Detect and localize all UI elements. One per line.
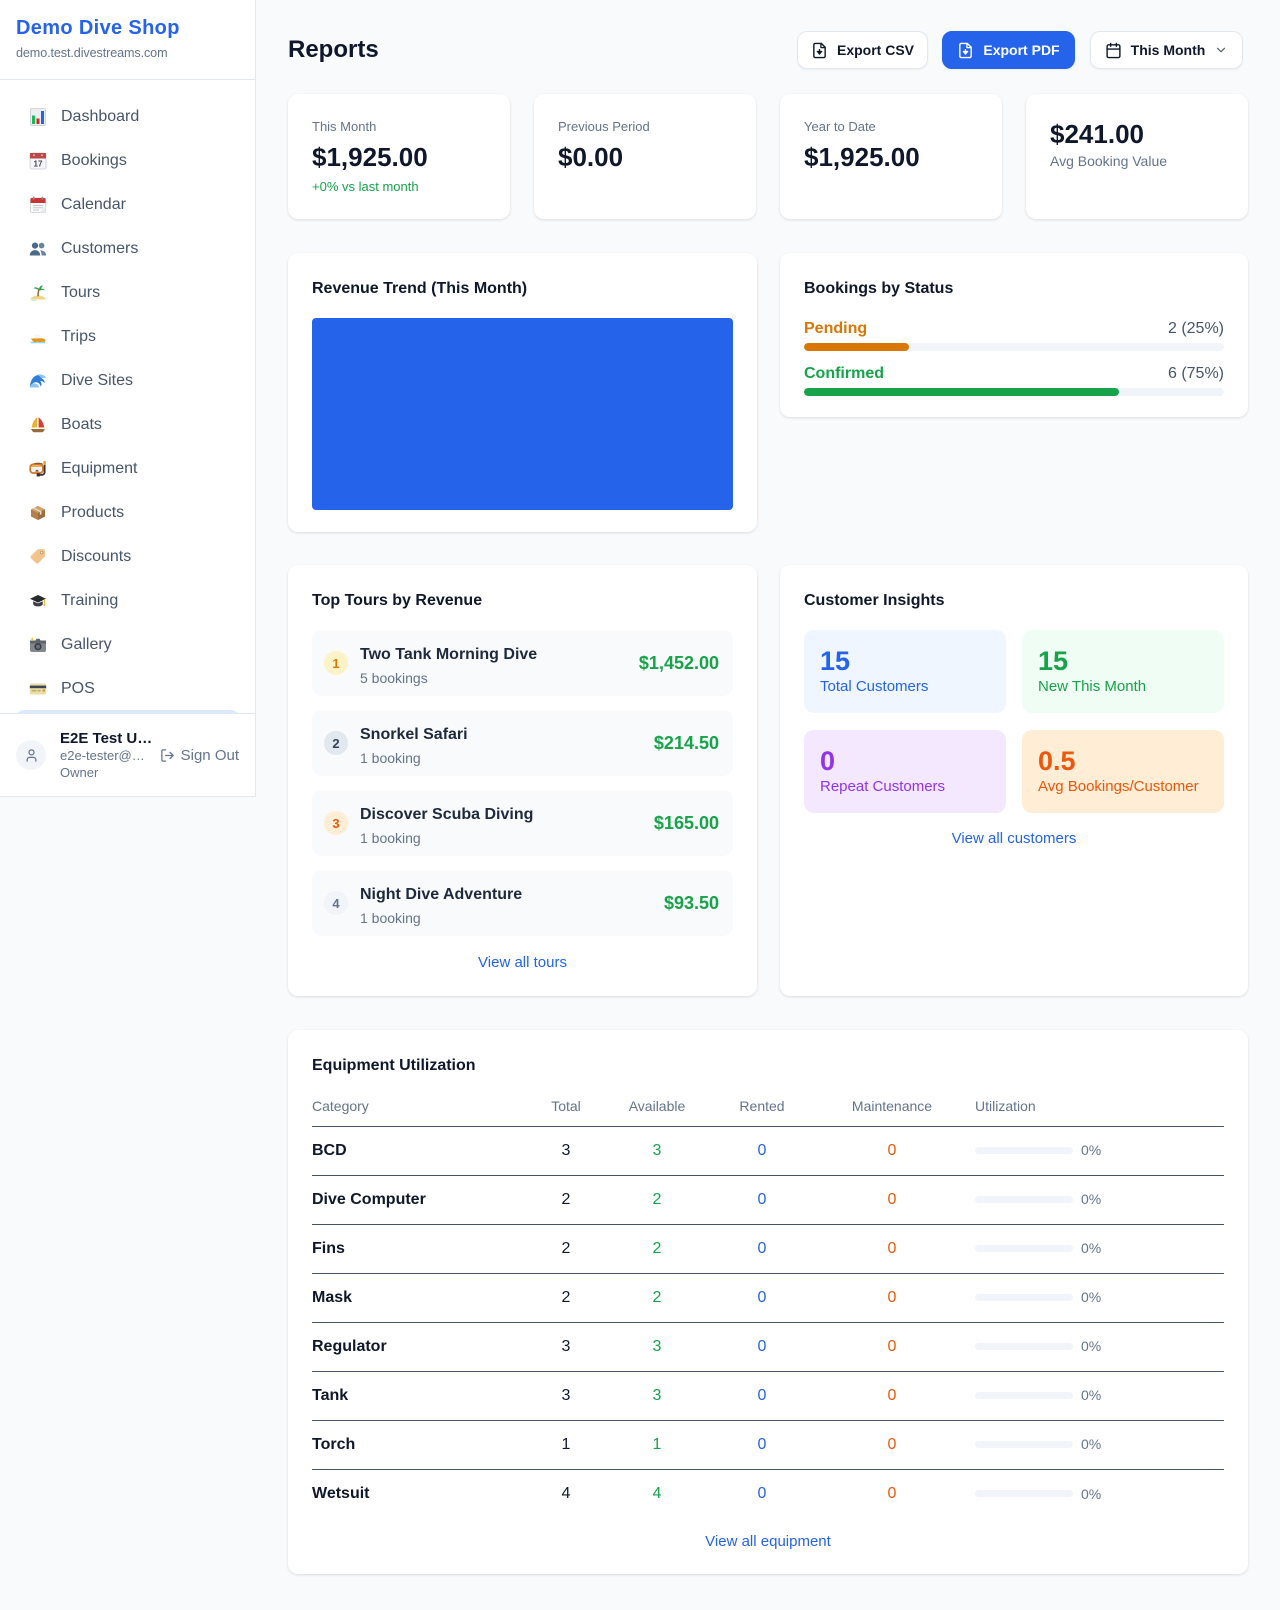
svg-text:17: 17 xyxy=(34,160,43,169)
